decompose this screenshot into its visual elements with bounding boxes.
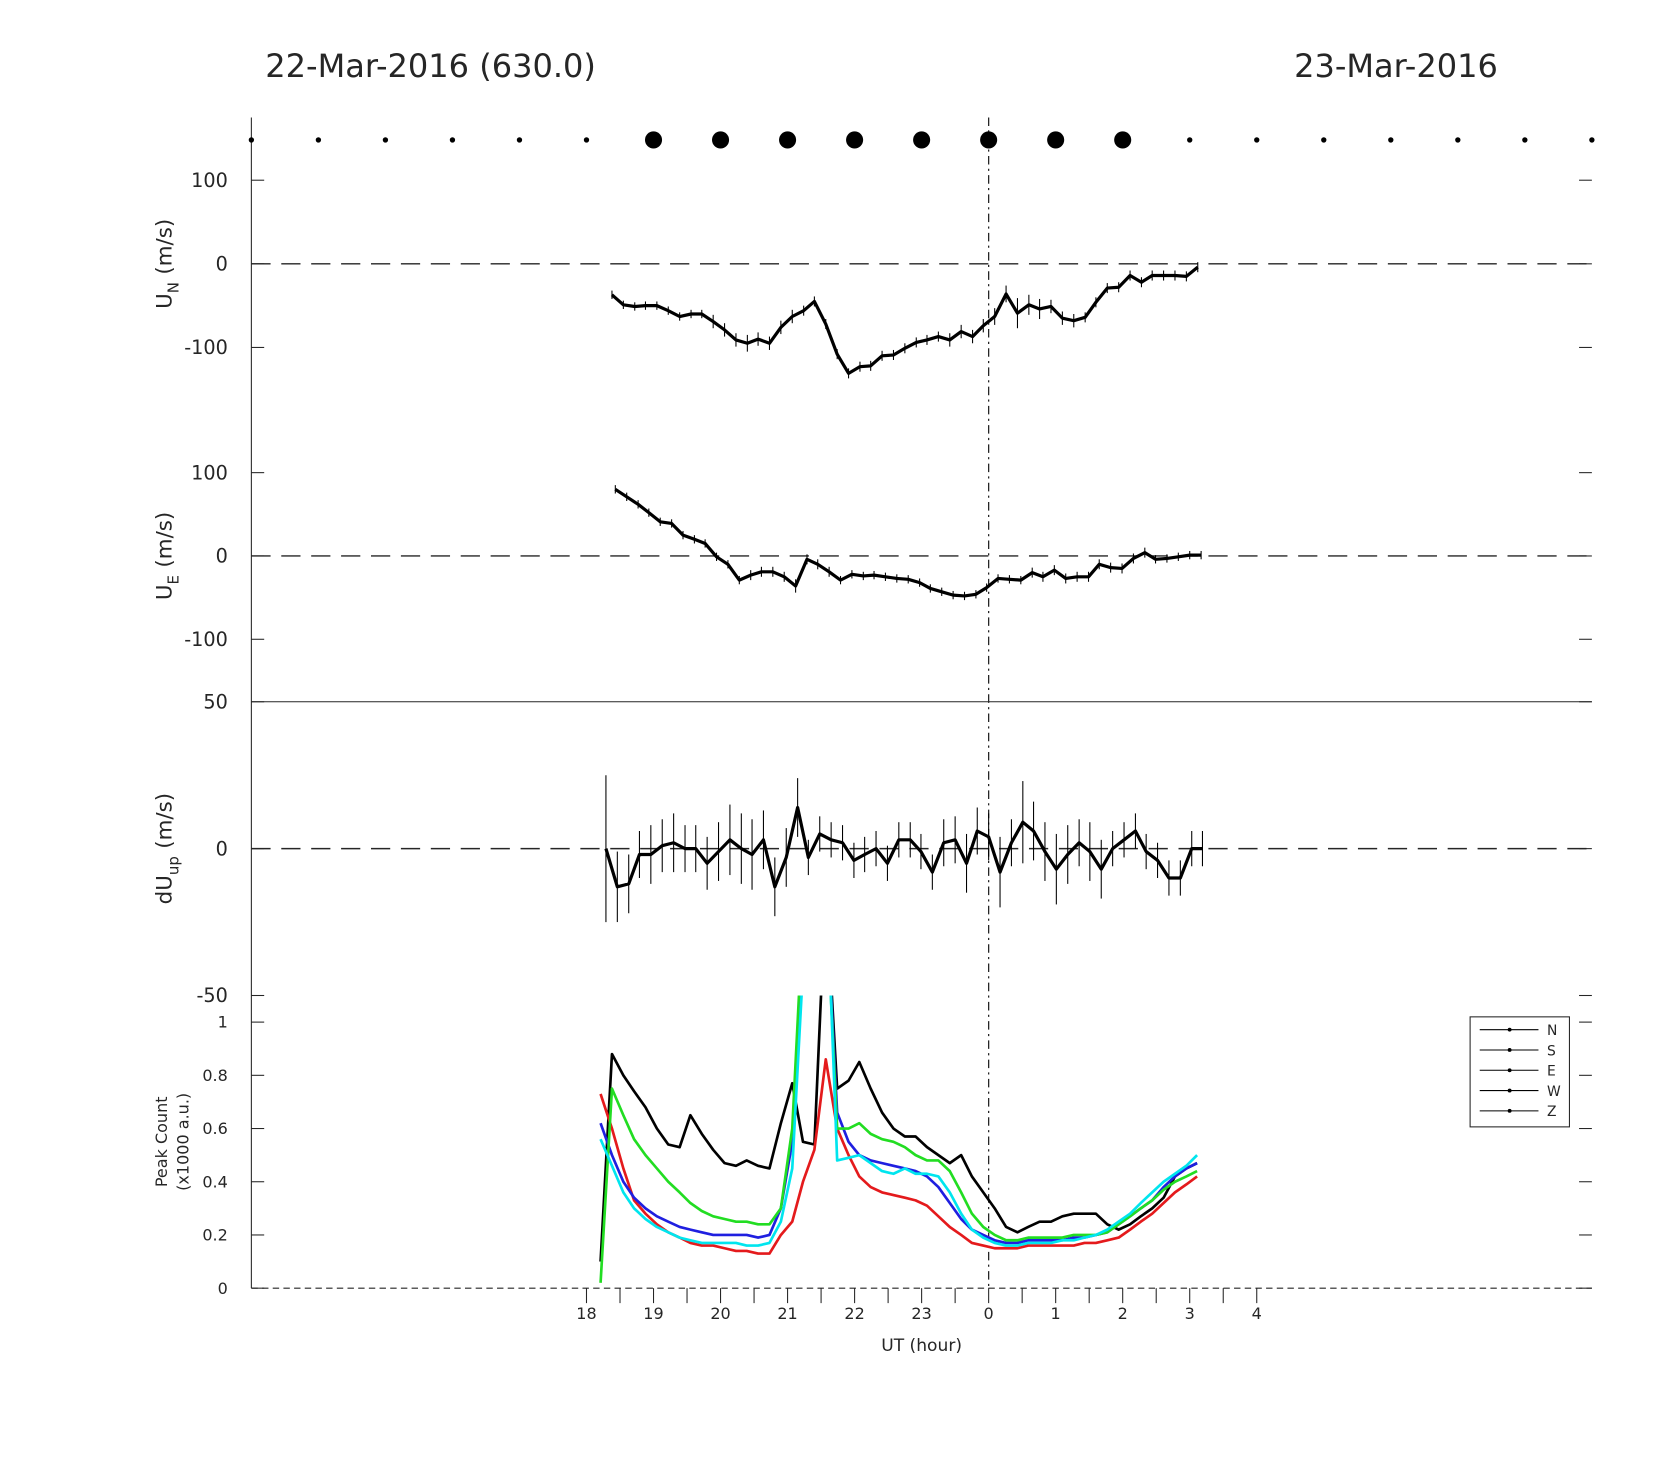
x-tick-label: 0 — [984, 1304, 994, 1323]
x-tick-label: 18 — [576, 1304, 596, 1323]
sky-marker — [315, 137, 322, 143]
y-label-main: U — [152, 585, 177, 601]
legend-label: Z — [1547, 1104, 1557, 1120]
plot-area — [614, 485, 1202, 601]
legend-label: W — [1547, 1084, 1561, 1100]
sky-marker — [1187, 137, 1193, 143]
y-tick-label: 50 — [203, 690, 227, 713]
y-tick-label: 0 — [216, 253, 228, 276]
legend-marker — [1507, 1048, 1512, 1052]
sky-marker — [644, 131, 663, 149]
sky-marker — [1388, 137, 1394, 143]
sky-marker — [712, 131, 730, 149]
sky-marker — [1321, 137, 1327, 143]
sky-marker — [846, 131, 864, 149]
y-tick-label: 100 — [191, 461, 228, 484]
x-tick-label: 21 — [777, 1304, 797, 1323]
y-label-sub: up — [165, 856, 183, 875]
x-tick-label: 4 — [1252, 1304, 1262, 1323]
x-tick-label: 1 — [1051, 1304, 1061, 1323]
legend-box — [1469, 1016, 1570, 1128]
x-tick-label: 3 — [1185, 1304, 1195, 1323]
plot-area — [610, 262, 1199, 379]
data-line — [610, 265, 1199, 375]
sky-marker — [382, 137, 389, 143]
legend-label: S — [1547, 1043, 1556, 1059]
y-tick-label: -50 — [196, 984, 227, 1007]
y-tick-label: 0.6 — [202, 1119, 227, 1138]
x-tick-label: 19 — [643, 1304, 663, 1323]
y-tick-label: 0.2 — [202, 1226, 227, 1245]
y-label-unit: (m/s) — [152, 512, 177, 568]
title: 22-Mar-2016 (630.0) — [265, 47, 596, 85]
y-label-sub: N — [165, 282, 183, 293]
sky-marker — [913, 131, 931, 149]
x-tick-label: 23 — [911, 1304, 931, 1323]
y-tick-label: 0 — [218, 1279, 228, 1298]
legend-label: E — [1547, 1064, 1556, 1080]
x-tick-label: 22 — [844, 1304, 864, 1323]
y-label: Peak Count — [152, 1096, 171, 1187]
y-label-main: U — [152, 293, 177, 309]
y-tick-label: 0.4 — [202, 1172, 227, 1191]
x-label: UT (hour) — [881, 1336, 962, 1356]
sky-marker — [980, 131, 998, 149]
plot-area — [604, 775, 1203, 923]
data-line — [599, 995, 1198, 1262]
y-label: dUup (m/s) — [152, 793, 182, 904]
y-label: UE (m/s) — [152, 512, 182, 600]
legend-marker — [1507, 1027, 1512, 1032]
sky-marker — [516, 137, 523, 143]
data-line — [599, 1058, 1198, 1255]
sky-marker — [779, 131, 797, 149]
plot-area — [599, 995, 1199, 1283]
data-line — [599, 995, 1199, 1247]
y-tick-label: 0.8 — [202, 1066, 227, 1085]
title-right: 23-Mar-2016 — [1294, 47, 1498, 85]
y-label-unit: (m/s) — [152, 219, 177, 275]
legend-marker — [1507, 1088, 1512, 1093]
x-tick-label: 20 — [710, 1304, 730, 1323]
y-tick-label: 0 — [216, 837, 228, 860]
data-line — [614, 487, 1202, 598]
y-tick-label: 0 — [216, 545, 228, 568]
legend-label: N — [1547, 1023, 1557, 1039]
sky-marker — [1455, 137, 1461, 143]
sky-marker — [1589, 137, 1595, 143]
x-tick-label: 2 — [1118, 1304, 1128, 1323]
legend-marker — [1507, 1108, 1512, 1113]
y-label-line2: (x1000 a.u.) — [173, 1093, 192, 1191]
sky-marker — [248, 137, 255, 143]
sky-marker — [1522, 137, 1528, 143]
y-label-unit: (m/s) — [152, 793, 177, 849]
sky-marker — [449, 137, 456, 143]
y-tick-label: -100 — [184, 336, 228, 359]
sky-marker — [1047, 131, 1065, 149]
legend-marker — [1507, 1068, 1512, 1073]
sky-marker — [1254, 137, 1260, 143]
sky-marker — [1114, 131, 1132, 149]
y-tick-label: -100 — [184, 628, 228, 651]
y-label: UN (m/s) — [152, 219, 182, 309]
y-tick-label: 1 — [218, 1013, 228, 1032]
y-label-sub: E — [165, 575, 183, 584]
data-line — [604, 805, 1203, 889]
y-label-main: dU — [152, 875, 177, 904]
sky-marker — [583, 137, 590, 143]
y-tick-label: 100 — [191, 169, 228, 192]
